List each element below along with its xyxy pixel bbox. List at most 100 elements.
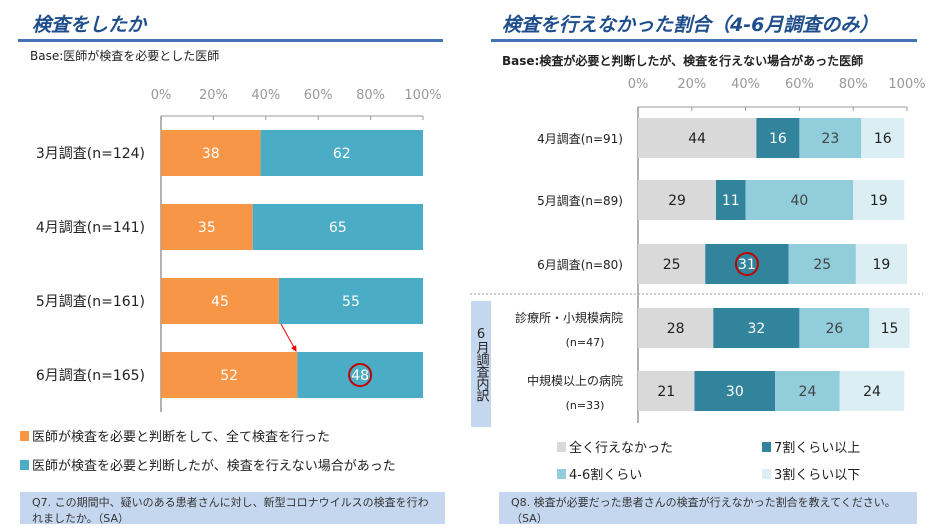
- left-legend-item-1: 医師が検査を必要と判断をして、全て検査を行った: [20, 426, 330, 445]
- right-legend-item-2: 7割くらい以上: [762, 437, 860, 456]
- bar-value-label: 65: [329, 220, 347, 236]
- x-tick-label: 80%: [839, 77, 868, 92]
- category-label: 5月調査(n=161): [36, 294, 145, 310]
- bar-segment: [694, 371, 776, 411]
- bar-segment: [260, 130, 423, 176]
- category-n-label: (n=33): [566, 399, 605, 412]
- category-label: 4月調査(n=141): [36, 220, 145, 236]
- legend-label: 7割くらい以上: [774, 441, 861, 456]
- bar-value-label: 24: [799, 384, 817, 400]
- june-breakdown-label: 6月調査内訳: [471, 301, 491, 427]
- category-label: 6月調査(n=165): [36, 368, 145, 384]
- legend-label: 4-6割くらい: [569, 468, 643, 483]
- bar-segment: [297, 352, 423, 398]
- right-legend-item-3: 4-6割くらい: [557, 464, 642, 483]
- bar-value-label: 25: [813, 257, 831, 273]
- x-tick-label: 100%: [888, 77, 925, 92]
- bar-value-label: 30: [726, 384, 744, 400]
- bar-segment: [705, 244, 789, 284]
- bar-segment: [638, 371, 695, 411]
- bar-segment: [745, 180, 854, 220]
- right-question: Q8. 検査が必要だった患者さんの検査が行えなかった割合を教えてください。（SA…: [499, 492, 917, 525]
- bar-value-label: 19: [873, 257, 891, 273]
- legend-swatch: [20, 430, 29, 441]
- trend-arrow: [280, 323, 297, 352]
- bar-value-label: 19: [870, 193, 888, 209]
- bar-segment: [278, 278, 423, 324]
- legend-label: 医師が検査を必要と判断したが、検査を行えない場合があった: [32, 459, 396, 474]
- bar-segment: [788, 244, 856, 284]
- bar-segment: [161, 130, 261, 176]
- left-question: Q7. この期間中、疑いのある患者さんに対し、新型コロナウイルスの検査を行われま…: [20, 492, 445, 525]
- left-base-text: Base:医師が検査を必要とした医師: [30, 49, 220, 63]
- bar-value-label: 25: [663, 257, 681, 273]
- category-n-label: (n=47): [566, 336, 605, 349]
- legend-swatch: [557, 468, 566, 479]
- bar-value-label: 44: [688, 131, 706, 147]
- x-tick-label: 40%: [251, 88, 280, 103]
- bar-segment: [775, 371, 840, 411]
- category-label: 診療所・小規模病院: [515, 310, 623, 325]
- bar-value-label: 52: [220, 368, 238, 384]
- bar-value-label: 48: [351, 368, 369, 384]
- bar-value-label: 21: [657, 384, 675, 400]
- highlight-circle: [348, 363, 373, 387]
- category-label: 6月調査(n=80): [537, 258, 623, 272]
- legend-label: 3割くらい以下: [774, 468, 861, 483]
- x-tick-label: 60%: [304, 88, 333, 103]
- x-tick-label: 0%: [151, 88, 172, 103]
- legend-swatch: [557, 441, 566, 452]
- x-tick-label: 60%: [785, 77, 814, 92]
- right-title-rule: [491, 39, 917, 42]
- bar-segment: [799, 118, 862, 158]
- x-tick-label: 80%: [356, 88, 385, 103]
- bar-value-label: 11: [722, 193, 740, 209]
- category-label: 3月調査(n=124): [36, 146, 145, 162]
- bar-segment: [869, 308, 910, 348]
- bar-segment: [638, 244, 706, 284]
- x-tick-label: 40%: [731, 77, 760, 92]
- left-chart: 0% 20% 40% 60% 80% 100% 3月調査(n=124) 38 62 4月調査(n=…: [36, 88, 442, 412]
- legend-label: 医師が検査を必要と判断をして、全て検査を行った: [32, 430, 330, 445]
- bar-value-label: 38: [202, 146, 220, 162]
- bar-value-label: 55: [342, 294, 360, 310]
- bar-value-label: 45: [211, 294, 229, 310]
- bar-value-label: 62: [333, 146, 351, 162]
- bar-value-label: 26: [825, 321, 843, 337]
- x-tick-label: 100%: [404, 88, 441, 103]
- left-title: 検査をしたか: [32, 14, 147, 36]
- category-label: 5月調査(n=89): [537, 194, 623, 208]
- bar-segment: [638, 180, 717, 220]
- bar-value-label: 16: [769, 131, 787, 147]
- bar-value-label: 32: [747, 321, 765, 337]
- category-label: 中規模以上の病院: [527, 373, 623, 388]
- x-tick-label: 20%: [677, 77, 706, 92]
- bar-segment: [161, 204, 253, 250]
- bar-value-label: 23: [821, 131, 839, 147]
- bar-segment: [638, 118, 757, 158]
- bar-value-label: 35: [198, 220, 216, 236]
- bar-segment: [855, 244, 907, 284]
- left-legend-item-2: 医師が検査を必要と判断したが、検査を行えない場合があった: [20, 455, 396, 474]
- left-title-rule: [18, 39, 443, 42]
- category-label: 4月調査(n=91): [537, 132, 623, 146]
- highlight-circle: [734, 252, 759, 276]
- bar-segment: [716, 180, 746, 220]
- bar-value-label: 16: [874, 131, 892, 147]
- bar-segment: [713, 308, 800, 348]
- right-legend-item-1: 全く行えなかった: [557, 437, 673, 456]
- legend-label: 全く行えなかった: [569, 441, 674, 456]
- legend-swatch: [20, 459, 29, 470]
- right-chart: 0% 20% 40% 60% 80% 100% 4月調査(n=91) 44 16 23 16 5月調査…: [470, 77, 926, 423]
- bar-value-label: 15: [881, 321, 899, 337]
- x-tick-label: 0%: [628, 77, 649, 92]
- right-legend-item-4: 3割くらい以下: [762, 464, 860, 483]
- bar-segment: [161, 278, 279, 324]
- bar-segment: [638, 308, 714, 348]
- right-title: 検査を行えなかった割合（4-6月調査のみ）: [502, 14, 879, 36]
- legend-swatch: [762, 441, 771, 452]
- right-base-text: Base:検査が必要と判断したが、検査を行えない場合があった医師: [502, 54, 864, 68]
- legend-swatch: [762, 468, 771, 479]
- bar-segment: [853, 180, 905, 220]
- bar-value-label: 31: [738, 257, 756, 273]
